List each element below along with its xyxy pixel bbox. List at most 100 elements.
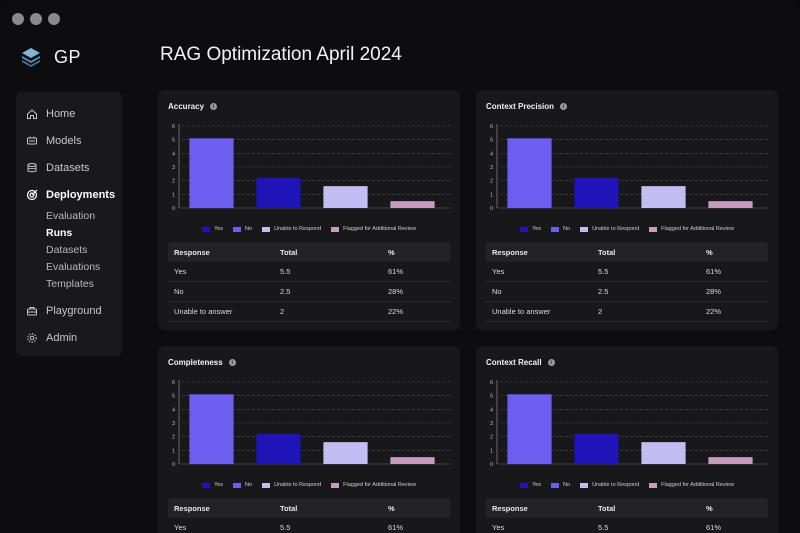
bar-no[interactable] [256, 433, 301, 464]
cell: 5.5 [598, 523, 609, 532]
legend-swatch [551, 226, 560, 232]
bar-unable-to-respond[interactable] [323, 186, 368, 208]
table-header: Response Total % [486, 498, 768, 518]
models-icon [26, 135, 38, 147]
y-tick-label: 0 [490, 462, 493, 468]
legend-swatch [202, 226, 211, 232]
bar-no[interactable] [574, 177, 619, 208]
sidebar-item-deployments[interactable]: Deployments [16, 181, 122, 208]
maximize-window-button[interactable] [48, 13, 60, 25]
cell: 61% [388, 523, 404, 532]
cell: 2 [598, 307, 603, 316]
card-title-text: Context Recall [486, 358, 542, 367]
y-tick-label: 4 [490, 407, 493, 413]
card-title: Accuracy i [168, 102, 218, 111]
legend-item-flagged: Flagged for Additional Review [649, 226, 734, 232]
cell: 28% [706, 287, 722, 296]
legend-item-no: No [233, 482, 252, 488]
playground-icon [26, 305, 38, 317]
bar-unable-to-respond[interactable] [323, 442, 368, 464]
table-row: Unable to answer 2 22% [168, 302, 450, 322]
cell: Yes [174, 523, 187, 532]
column-header: Total [598, 503, 616, 513]
subnav-item-evaluations[interactable]: Evaluations [46, 261, 101, 273]
info-icon[interactable]: i [560, 103, 568, 110]
sidebar-item-admin[interactable]: Admin [16, 324, 122, 351]
info-icon[interactable]: i [210, 103, 218, 110]
info-icon[interactable]: i [547, 359, 555, 366]
bar-flagged-for-additional-review[interactable] [708, 457, 753, 464]
y-tick-label: 5 [172, 138, 175, 144]
legend-swatch [551, 482, 560, 488]
cell: 5.5 [280, 523, 291, 532]
y-tick-label: 1 [490, 448, 493, 454]
sidebar-item-playground[interactable]: Playground [16, 297, 122, 324]
cell: Yes [174, 267, 187, 276]
y-tick-label: 3 [490, 165, 493, 171]
y-tick-label: 4 [490, 151, 493, 157]
cell: 22% [388, 307, 404, 316]
legend-label: Yes [214, 226, 224, 232]
column-header: % [706, 503, 713, 513]
y-tick-label: 4 [172, 407, 175, 413]
table-header: Response Total % [168, 242, 450, 262]
page-title: RAG Optimization April 2024 [160, 44, 402, 65]
bar-chart: 0 1 2 3 4 5 6 [490, 380, 768, 468]
subnav-item-datasets[interactable]: Datasets [46, 244, 88, 256]
stack-logo-icon [22, 48, 40, 67]
sidebar-item-label: Playground [46, 304, 102, 317]
close-window-button[interactable] [12, 13, 24, 25]
column-header: Response [492, 247, 528, 257]
legend-label: Unable to Respond [592, 482, 640, 488]
card-title: Completeness i [168, 358, 236, 367]
cell: No [174, 287, 184, 296]
bar-yes[interactable] [189, 394, 234, 464]
column-header: % [388, 247, 395, 257]
legend-label: Flagged for Additional Review [661, 226, 734, 232]
table-row: Yes 5.5 61% [168, 262, 450, 282]
bar-unable-to-respond[interactable] [641, 442, 686, 464]
sidebar-item-label: Home [46, 107, 76, 120]
minimize-window-button[interactable] [30, 13, 42, 25]
database-icon [26, 162, 38, 174]
subnav-item-templates[interactable]: Templates [46, 278, 94, 290]
sidebar-item-models[interactable]: Models [16, 127, 122, 154]
subnav-item-runs[interactable]: Runs [46, 227, 73, 239]
chart-legend: Yes No Unable to Respond Flagged for Add… [476, 482, 778, 488]
bar-flagged-for-additional-review[interactable] [390, 457, 435, 464]
table-row: No 2.5 28% [168, 282, 450, 302]
legend-item-yes: Yes [202, 482, 223, 488]
bar-yes[interactable] [507, 394, 552, 464]
bar-flagged-for-additional-review[interactable] [390, 201, 435, 208]
legend-label: Flagged for Additional Review [343, 226, 416, 232]
bar-yes[interactable] [189, 138, 234, 208]
sidebar-item-label: Datasets [46, 161, 90, 174]
legend-label: Flagged for Additional Review [343, 482, 416, 488]
legend-swatch [331, 482, 340, 488]
bar-unable-to-respond[interactable] [641, 186, 686, 208]
sidebar-item-home[interactable]: Home [16, 100, 122, 127]
cell: 2 [280, 307, 285, 316]
legend-item-unable: Unable to Respond [262, 226, 321, 232]
y-tick-label: 1 [172, 192, 175, 198]
y-tick-label: 3 [172, 165, 175, 171]
metric-card-context-recall: Context Recall i 0 1 2 3 4 5 6 Yes No Unable t… [476, 346, 778, 533]
bar-no[interactable] [256, 177, 301, 208]
cell: 5.5 [598, 267, 609, 276]
bar-no[interactable] [574, 433, 619, 464]
metric-card-completeness: Completeness i 0 1 2 3 4 5 6 Yes No Unable to … [158, 346, 460, 533]
info-icon[interactable]: i [228, 359, 236, 366]
table-row: Yes 5.5 61% [486, 518, 768, 533]
bar-yes[interactable] [507, 138, 552, 208]
legend-label: Unable to Respond [274, 482, 322, 488]
column-header: Response [174, 247, 210, 257]
legend-label: No [245, 482, 253, 488]
y-tick-label: 2 [490, 435, 493, 441]
bar-flagged-for-additional-review[interactable] [708, 201, 753, 208]
y-tick-label: 2 [172, 435, 175, 441]
y-tick-label: 2 [172, 179, 175, 185]
brand[interactable]: GP [20, 46, 81, 68]
subnav-item-evaluation[interactable]: Evaluation [46, 210, 96, 222]
sidebar-item-datasets[interactable]: Datasets [16, 154, 122, 181]
legend-label: Yes [532, 226, 542, 232]
